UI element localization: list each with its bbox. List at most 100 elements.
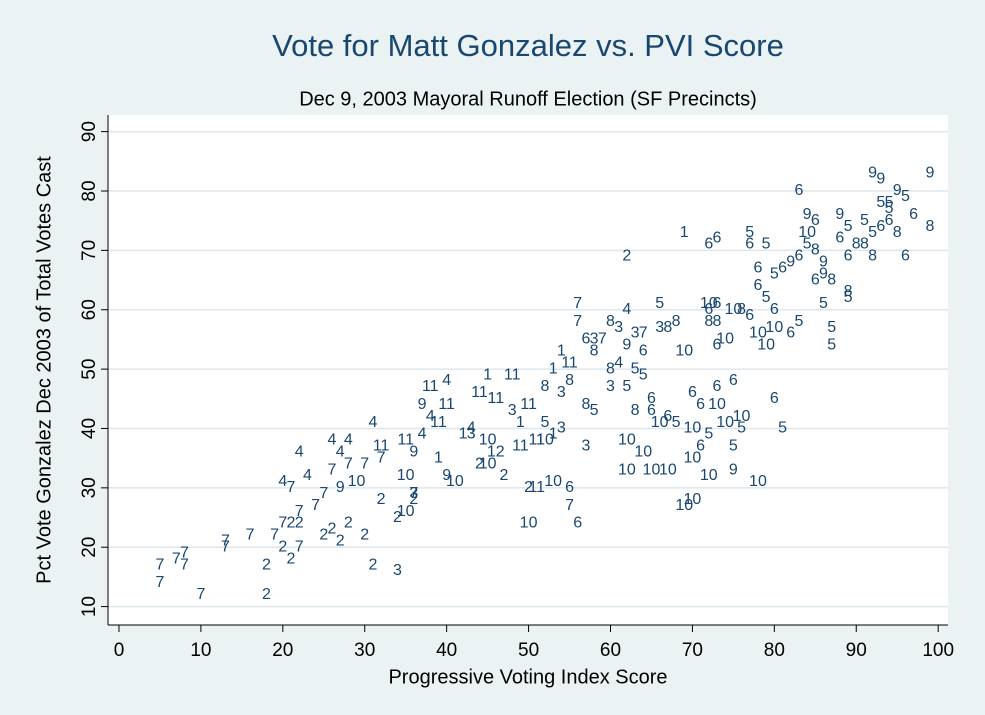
point-marker: 7	[180, 544, 189, 561]
point-marker: 10	[479, 455, 497, 472]
point-marker: 1	[434, 449, 443, 466]
point-marker: 3	[409, 485, 418, 502]
x-tick-label: 90	[846, 640, 867, 661]
point-marker: 10	[749, 325, 767, 342]
point-marker: 5	[819, 295, 828, 312]
point-marker: 10	[618, 432, 636, 449]
point-marker: 5	[778, 420, 787, 437]
point-marker: 1	[483, 366, 492, 383]
point-marker: 6	[696, 438, 705, 455]
point-marker: 5	[631, 360, 640, 377]
point-marker: 8	[565, 372, 574, 389]
x-tick-label: 80	[764, 640, 785, 661]
point-marker: 11	[528, 479, 545, 496]
point-marker: 3	[393, 562, 402, 579]
point-marker: 1	[516, 414, 525, 431]
point-marker: 1	[557, 343, 566, 360]
point-marker: 6	[753, 277, 762, 294]
point-marker: 5	[541, 414, 550, 431]
point-marker: 3	[557, 420, 566, 437]
x-tick-label: 100	[922, 640, 954, 661]
point-marker: 10	[348, 473, 366, 490]
point-marker: 4	[278, 473, 287, 490]
point-marker: 9	[835, 206, 844, 223]
point-marker: 5	[885, 200, 894, 217]
y-tick-label: 20	[79, 537, 100, 558]
point-marker: 7	[295, 538, 304, 555]
point-marker: 10	[651, 414, 669, 431]
point-marker: 10	[520, 515, 538, 532]
x-tick-label: 0	[114, 640, 125, 661]
point-marker: 7	[639, 325, 648, 342]
point-marker: 3	[581, 438, 590, 455]
point-marker: 6	[794, 182, 803, 199]
point-marker: 6	[794, 248, 803, 265]
point-marker: 11	[430, 414, 447, 431]
y-tick-label: 30	[79, 477, 100, 498]
point-marker: 8	[860, 236, 869, 253]
point-marker: 10	[675, 343, 693, 360]
point-marker: 5	[827, 337, 836, 354]
point-marker: 10	[446, 473, 464, 490]
x-tick-label: 50	[518, 640, 539, 661]
point-marker: 7	[196, 586, 205, 603]
point-marker: 2	[368, 556, 377, 573]
point-marker: 6	[811, 212, 820, 229]
point-marker: 11	[422, 378, 439, 395]
point-marker: 4	[467, 420, 476, 437]
point-marker: 6	[647, 402, 656, 419]
point-marker: 10	[659, 461, 677, 478]
point-marker: 10	[397, 503, 415, 520]
point-marker: 8	[590, 343, 599, 360]
point-marker: 4	[344, 432, 353, 449]
x-tick-label: 30	[354, 640, 375, 661]
point-marker: 4	[622, 301, 631, 318]
point-marker: 11	[373, 438, 390, 455]
point-marker: 6	[844, 248, 853, 265]
point-marker: 6	[573, 515, 582, 532]
point-marker: 8	[606, 313, 615, 330]
point-marker: 8	[713, 313, 722, 330]
point-marker: 6	[713, 337, 722, 354]
point-marker: 6	[663, 408, 672, 425]
point-marker: 9	[622, 337, 631, 354]
point-marker: 4	[328, 432, 337, 449]
point-marker: 7	[344, 455, 353, 472]
point-marker: 7	[287, 479, 296, 496]
point-marker: 11	[488, 390, 505, 407]
point-marker: 10	[643, 461, 661, 478]
point-marker: 8	[827, 271, 836, 288]
point-marker: 3	[590, 331, 599, 348]
point-marker: 7	[573, 313, 582, 330]
point-marker: 10	[716, 331, 734, 348]
point-marker: 8	[844, 283, 853, 300]
point-marker: 10	[733, 408, 751, 425]
point-marker: 3	[606, 378, 615, 395]
point-marker: 10	[618, 461, 636, 478]
point-marker: 10	[716, 414, 734, 431]
point-marker: 5	[844, 289, 853, 306]
point-marker: 10	[765, 319, 783, 336]
point-marker: 10	[634, 443, 652, 460]
point-marker: 5	[737, 420, 746, 437]
x-tick-label: 70	[682, 640, 703, 661]
point-marker: 6	[909, 206, 918, 223]
point-marker: 10	[700, 295, 718, 312]
point-marker: 7	[360, 455, 369, 472]
point-marker: 4	[614, 354, 623, 371]
point-marker: 2	[393, 509, 402, 526]
point-marker: 7	[270, 527, 279, 544]
point-marker: 7	[295, 503, 304, 520]
point-marker: 8	[672, 313, 681, 330]
point-marker: 7	[565, 497, 574, 514]
point-marker: 10	[479, 432, 497, 449]
point-marker: 6	[770, 301, 779, 318]
point-marker: 5	[729, 438, 738, 455]
point-marker: 5	[876, 194, 885, 211]
point-marker: 3	[614, 319, 623, 336]
point-marker: 6	[745, 236, 754, 253]
point-marker: 4	[336, 443, 345, 460]
point-marker: 6	[639, 343, 648, 360]
point-marker: 2	[262, 556, 271, 573]
